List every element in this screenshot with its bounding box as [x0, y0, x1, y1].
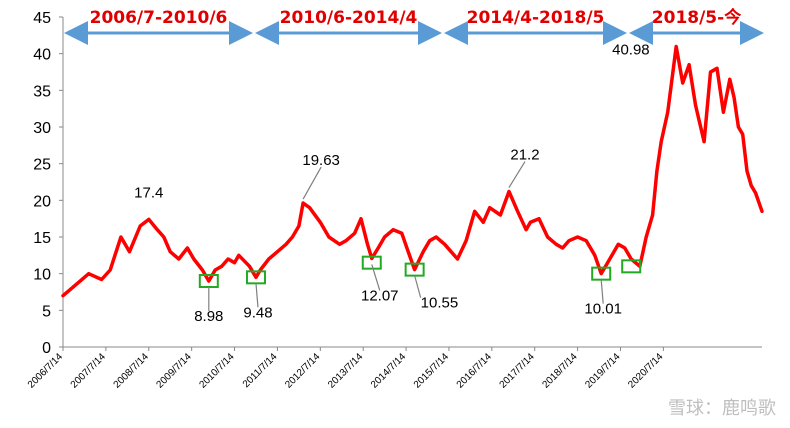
y-tick-label: 30	[33, 120, 51, 137]
data-label: 9.48	[243, 304, 272, 321]
period-label: 2010/6-2014/4	[280, 8, 418, 28]
x-tick-label: 2007/7/14	[69, 351, 109, 391]
data-label: 10.55	[421, 295, 459, 312]
x-tick-label: 2011/7/14	[241, 351, 280, 390]
period-arrows: 2006/7-2010/6 2010/6-2014/4 2014/4-2018/5 2…	[64, 7, 764, 45]
data-label: 17.4	[134, 184, 163, 201]
y-tick-label: 0	[42, 340, 51, 357]
x-tick-label: 2018/7/14	[540, 351, 580, 391]
x-tick-label: 2017/7/14	[498, 351, 538, 391]
x-tick-label: 2008/7/14	[112, 351, 152, 391]
series-line	[61, 44, 764, 298]
data-label: 40.98	[612, 41, 650, 58]
x-tick-label: 2016/7/14	[455, 351, 495, 391]
x-tick-label: 2010/7/14	[197, 351, 237, 391]
x-tick-label: 2014/7/14	[369, 351, 409, 391]
period-label: 2014/4-2018/5	[467, 8, 605, 28]
data-label: 8.98	[194, 308, 223, 325]
leader-line	[371, 264, 381, 291]
y-tick-label: 10	[33, 267, 51, 284]
data-label: 21.2	[510, 147, 539, 164]
period-label: 2018/5-今	[652, 7, 741, 28]
x-tick-label: 2013/7/14	[326, 351, 366, 391]
y-tick-label: 35	[33, 83, 51, 100]
leader-line	[302, 166, 322, 200]
y-tick-label: 15	[33, 230, 51, 247]
highlight-box	[621, 259, 642, 274]
x-tick-label: 2009/7/14	[155, 351, 195, 391]
plot-area	[61, 44, 764, 298]
data-label: 12.07	[361, 287, 399, 304]
watermark: 雪球：鹿鸣歌	[668, 398, 776, 419]
data-label: 19.63	[302, 152, 340, 169]
y-tick-label: 5	[42, 303, 51, 320]
highlight-box	[361, 255, 382, 270]
x-tick-label: 2015/7/14	[412, 351, 452, 391]
data-label: 10.01	[584, 301, 622, 318]
annotations: 17.4 8.98 9.48 19.63 12.07 10.55 21.2 10.01 40.9…	[134, 41, 649, 325]
x-tick-label: 2012/7/14	[283, 351, 323, 391]
y-tick-label: 25	[33, 157, 51, 174]
period-label: 2006/7-2010/6	[90, 8, 228, 28]
leader-line	[255, 283, 259, 308]
leader-line	[414, 275, 422, 298]
y-tick-label: 20	[33, 193, 51, 210]
x-tick-label: 2020/7/14	[626, 351, 666, 391]
leader-line	[600, 279, 604, 304]
y-tick-label: 45	[33, 10, 51, 27]
x-tick-label: 2019/7/14	[583, 351, 623, 391]
leader-line	[508, 161, 526, 188]
y-tick-label: 40	[33, 47, 51, 64]
